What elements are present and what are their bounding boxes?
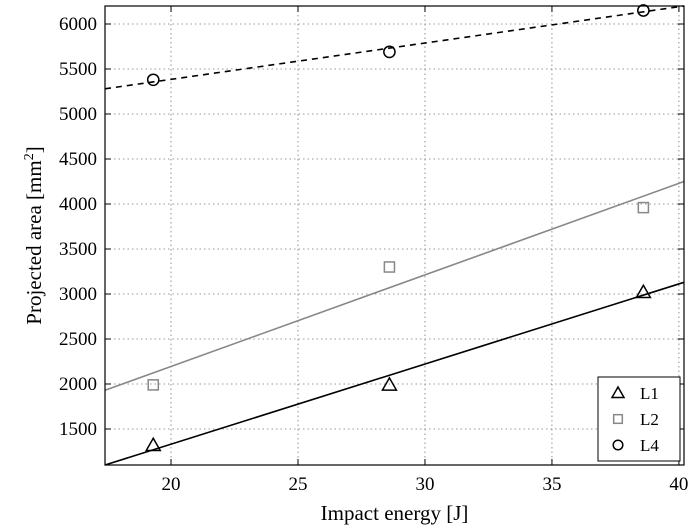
axis-ticks: 20 25 30 35 40 1500 2000 2500 3000 3500 4000 4500 50…: [59, 6, 688, 495]
data-point-l2: [383, 261, 396, 273]
y-tick-label: 3000: [59, 284, 97, 305]
legend-label-l1: L1: [640, 384, 659, 403]
y-axis-label-main: Projected area [mm: [22, 160, 46, 324]
data-point-l2: [147, 379, 160, 391]
data-point-l2: [637, 201, 650, 214]
legend-label-l4: L4: [640, 436, 659, 455]
x-tick-label: 25: [289, 474, 308, 495]
y-tick-label: 4000: [59, 194, 97, 215]
data-point-l4: [383, 45, 396, 59]
y-tick-label: 6000: [59, 14, 97, 35]
legend-label-l2: L2: [640, 410, 659, 429]
data-point-l4: [637, 4, 650, 17]
y-axis-label: Projected area [mm2]: [22, 146, 46, 324]
legend-marker-l1: [610, 385, 626, 399]
legend: L1 L2 L4: [597, 376, 681, 462]
fit-line-l1: [104, 281, 685, 466]
y-tick-label: 3500: [59, 239, 97, 260]
data-point-l1: [144, 436, 162, 452]
y-tick-label: 4500: [59, 149, 97, 170]
x-tick-label: 40: [669, 474, 688, 495]
data-point-l1: [381, 376, 398, 391]
x-tick-label: 20: [162, 474, 181, 495]
y-tick-label: 1500: [59, 419, 97, 440]
data-point-l4: [146, 73, 160, 87]
legend-marker-l4: [612, 439, 624, 451]
legend-marker-l2: [612, 413, 624, 425]
fit-lines: [104, 5, 685, 466]
x-axis-label: Impact energy [J]: [321, 501, 469, 525]
grid: [105, 6, 684, 465]
y-tick-label: 2000: [59, 374, 97, 395]
x-tick-label: 30: [415, 474, 434, 495]
fit-line-l4: [104, 5, 685, 90]
y-tick-label: 5000: [59, 104, 97, 125]
y-axis-label-end: ]: [22, 146, 46, 153]
data-markers: [144, 4, 652, 452]
x-tick-label: 35: [542, 474, 561, 495]
data-point-l1: [635, 283, 652, 299]
fit-line-l2: [104, 180, 685, 392]
y-tick-label: 2500: [59, 329, 97, 350]
legend-box: [597, 376, 681, 462]
y-tick-label: 5500: [59, 59, 97, 80]
plot-frame: [104, 5, 685, 466]
y-axis-label-superscript: 2: [22, 153, 37, 160]
